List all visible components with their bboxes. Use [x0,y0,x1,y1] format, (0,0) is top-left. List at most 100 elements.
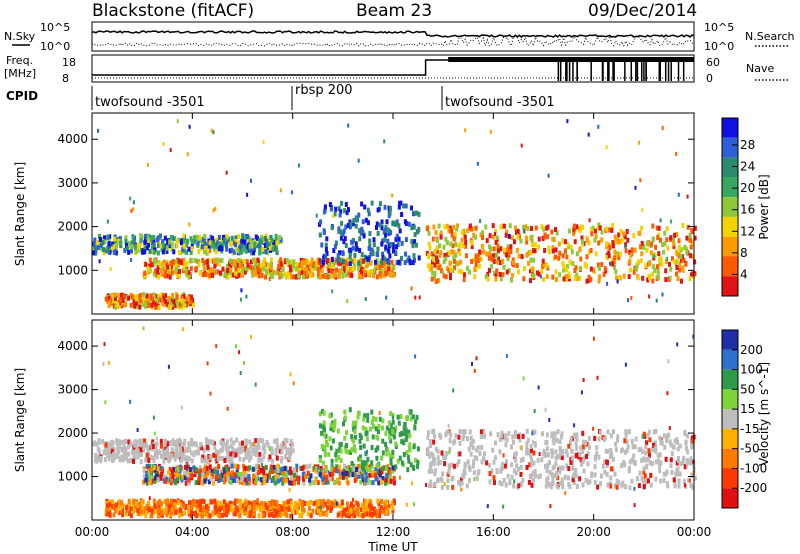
echo-cell [314,262,318,268]
echo-cell [215,474,218,480]
echo-scatter [642,434,645,439]
echo-cell [176,476,179,482]
colorbar-tick-label: -200 [740,481,767,495]
echo-cell [384,441,388,447]
echo-cell [229,265,233,271]
echo-scatter [452,388,455,393]
echo-cell [105,507,109,513]
echo-scatter [107,361,110,365]
echo-cell [551,248,555,254]
echo-cell [214,257,218,263]
echo-cell [547,245,551,251]
echo-scatter [624,244,627,249]
echo-cell [395,233,399,239]
echo-cell [125,242,128,248]
echo-cell [361,477,365,483]
noise-right-tick-bottom: 10^0 [704,40,734,53]
echo-cell [678,244,681,250]
echo-cell [519,238,523,244]
echo-cell [389,478,393,484]
echo-cell [440,268,444,274]
echo-cell [561,260,565,266]
power-echo-cells [92,119,697,311]
echo-scatter [288,487,291,492]
echo-cell [288,447,292,453]
echo-cell [372,506,376,512]
echo-cell [275,509,279,515]
echo-cell [328,436,332,442]
echo-scatter [473,477,476,482]
echo-cell [144,261,148,267]
echo-cell [365,474,369,480]
echo-cell [120,454,124,460]
echo-cell [338,464,342,470]
echo-cell [246,447,250,453]
echo-cell [270,512,274,517]
echo-cell [165,273,169,279]
echo-cell [187,442,191,447]
echo-cell [197,480,201,486]
echo-cell [206,503,210,509]
echo-cell [223,479,226,485]
echo-cell [92,241,96,247]
echo-cell [216,469,220,475]
echo-cell [246,244,250,250]
echo-cell [189,500,193,505]
echo-cell [240,472,244,478]
echo-cell [554,473,558,479]
echo-cell [238,456,242,462]
echo-cell [121,292,125,298]
echo-cell [635,266,639,272]
echo-cell [228,455,232,461]
echo-cell [389,411,393,417]
echo-cell [461,429,465,435]
echo-cell [214,504,218,510]
echo-cell [363,413,367,419]
echo-scatter [568,271,571,276]
echo-cell [628,485,632,491]
echo-cell [156,265,160,271]
echo-cell [567,466,571,472]
freq-left-tick-top: 18 [62,56,76,69]
echo-cell [145,452,149,458]
echo-cell [392,434,396,440]
echo-cell [428,453,432,459]
echo-cell [267,512,271,518]
echo-cell [213,510,217,516]
echo-cell [396,414,400,420]
echo-cell [464,253,468,259]
echo-cell [385,509,389,515]
echo-cell [636,275,640,281]
echo-cell [479,429,483,435]
echo-cell [442,454,446,460]
echo-cell [163,273,167,279]
echo-cell [283,444,287,450]
echo-scatter [352,497,354,502]
echo-cell [402,203,405,209]
echo-scatter [447,423,450,428]
echo-scatter [638,140,641,145]
echo-cell [150,508,154,514]
echo-cell [384,506,388,512]
echo-cell [378,201,382,207]
echo-scatter [448,450,451,455]
echo-cell [344,448,348,454]
echo-cell [133,235,137,241]
echo-cell [597,265,601,271]
y-tick-label: 1000 [57,263,88,277]
echo-cell [229,241,233,247]
echo-cell [642,431,646,437]
echo-cell [110,439,114,445]
echo-cell [466,436,469,442]
echo-cell [590,473,594,479]
echo-cell [505,252,508,258]
time-axis-ticks: 00:00 04:00 08:00 12:00 16:00 20:00 00:00 [75,113,711,539]
echo-cell [555,230,559,236]
echo-cell [139,509,143,515]
echo-cell [664,277,668,283]
echo-cell [124,239,128,244]
echo-cell [391,429,395,434]
echo-cell [368,511,372,517]
echo-cell [322,257,326,262]
